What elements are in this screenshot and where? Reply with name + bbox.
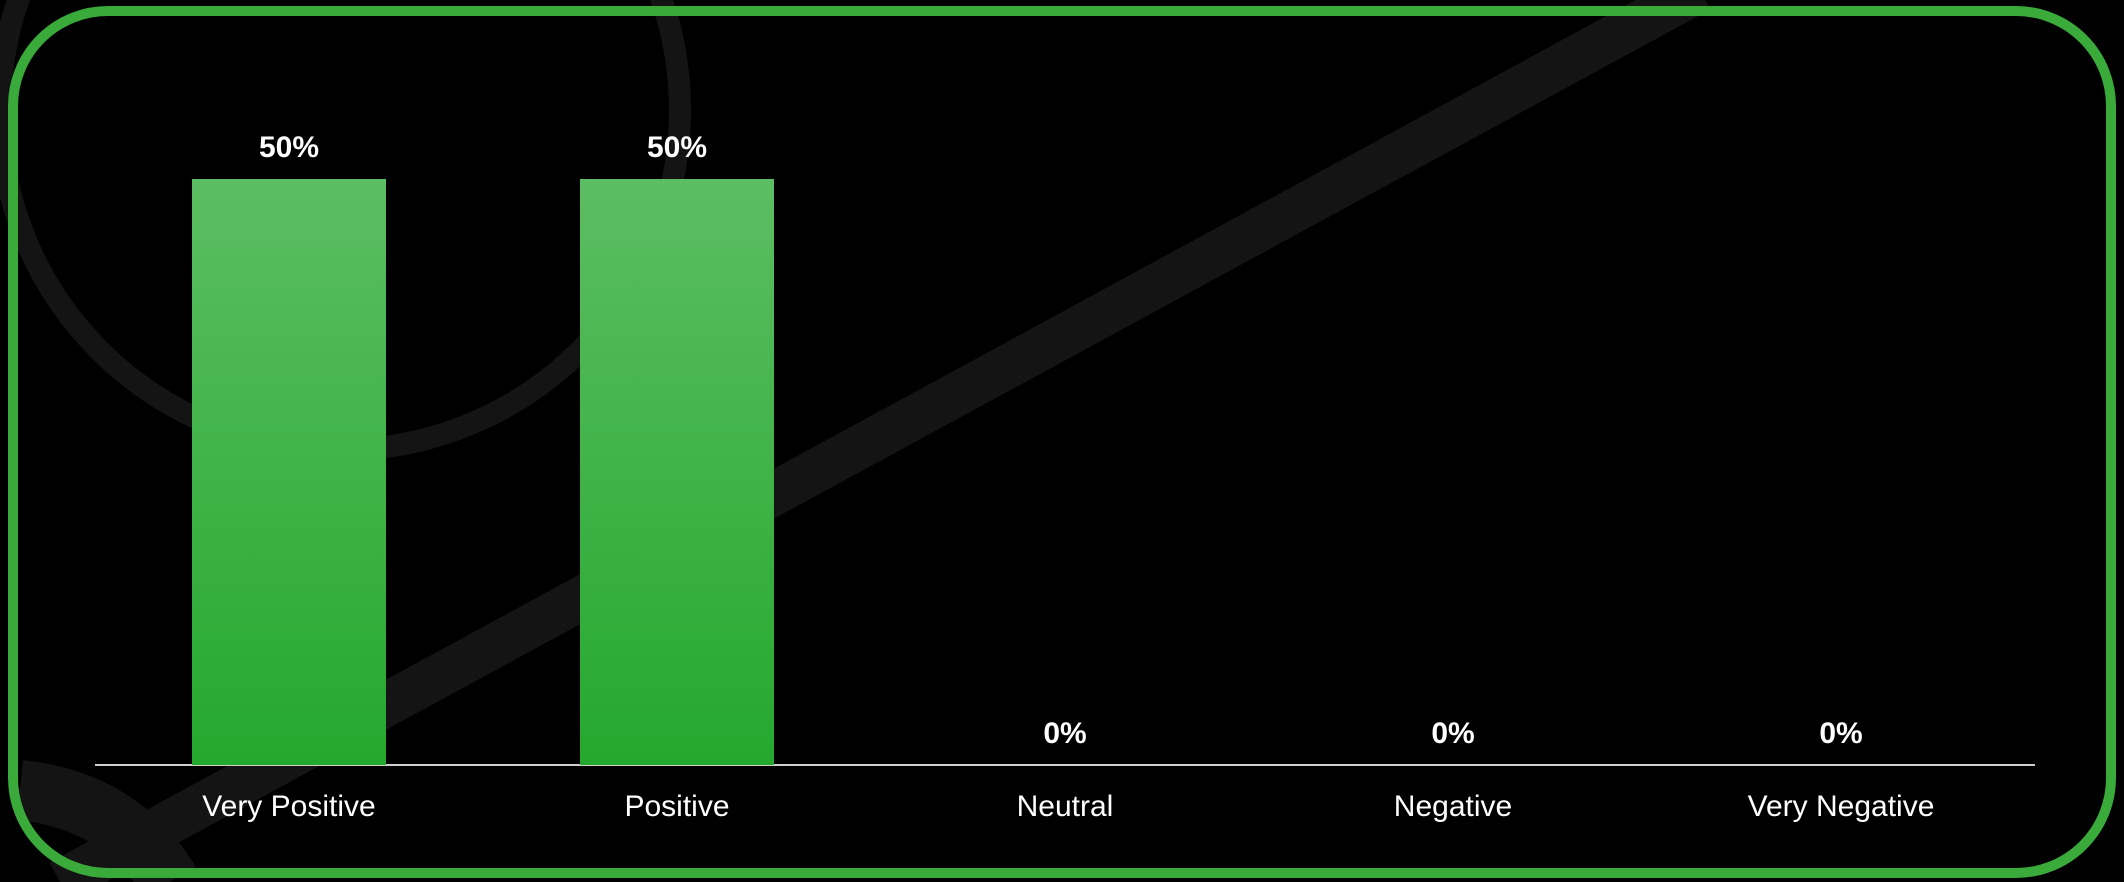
value-label: 0% — [1819, 717, 1862, 750]
x-tick-label: Negative — [1394, 790, 1512, 823]
x-tick-label: Neutral — [1017, 790, 1114, 823]
bar-sheen — [580, 179, 774, 765]
value-label: 50% — [647, 131, 707, 164]
x-tick-label: Very Negative — [1748, 790, 1935, 823]
value-label: 0% — [1043, 717, 1086, 750]
x-tick-label: Positive — [624, 790, 729, 823]
card-border — [8, 6, 2116, 878]
bar-sheen — [192, 179, 386, 765]
x-tick-label: Very Positive — [202, 790, 375, 823]
value-label: 0% — [1431, 717, 1474, 750]
value-label: 50% — [259, 131, 319, 164]
club-head — [16, 760, 196, 882]
